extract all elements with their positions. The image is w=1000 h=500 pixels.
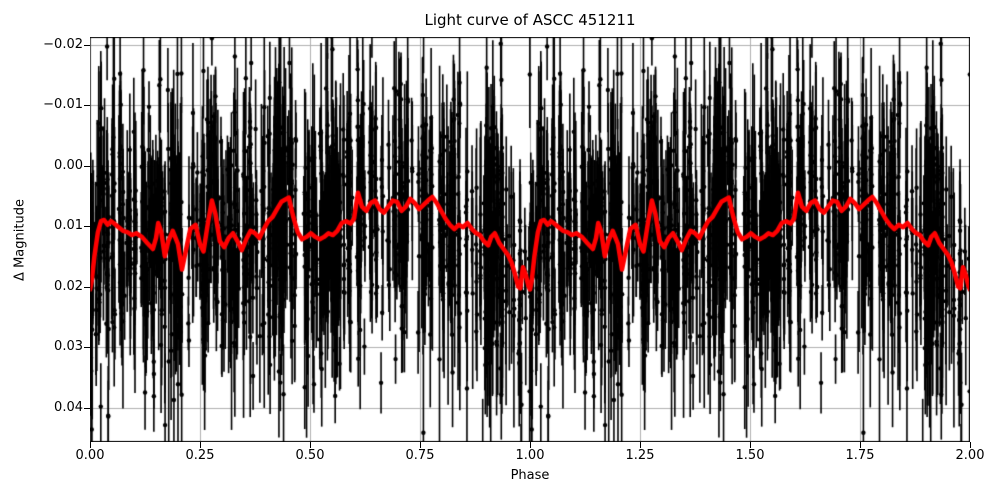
x-tick-label: 1.00 <box>515 448 545 463</box>
y-tick-mark <box>84 408 90 409</box>
y-tick-label: 0.03 <box>54 339 83 354</box>
x-tick-label: 0.50 <box>295 448 325 463</box>
x-tick-mark <box>90 442 91 448</box>
y-tick-mark <box>84 45 90 46</box>
y-tick-mark <box>84 287 90 288</box>
x-tick-mark <box>860 442 861 448</box>
y-tick-label: 0.02 <box>54 279 83 294</box>
plot-area <box>90 37 970 442</box>
x-tick-label: 0.75 <box>405 448 435 463</box>
y-tick-mark <box>84 347 90 348</box>
x-tick-label: 1.50 <box>735 448 765 463</box>
chart-title: Light curve of ASCC 451211 <box>424 11 636 29</box>
x-axis-label: Phase <box>510 468 550 483</box>
x-tick-label: 0.00 <box>75 448 105 463</box>
x-tick-mark <box>750 442 751 448</box>
y-tick-mark <box>84 166 90 167</box>
x-tick-label: 1.25 <box>625 448 655 463</box>
y-tick-label: 0.00 <box>54 158 83 173</box>
x-tick-mark <box>530 442 531 448</box>
x-tick-mark <box>310 442 311 448</box>
y-tick-mark <box>84 226 90 227</box>
y-tick-label: 0.04 <box>54 400 83 415</box>
x-tick-mark <box>640 442 641 448</box>
x-tick-label: 1.75 <box>845 448 875 463</box>
y-tick-label: 0.01 <box>54 218 83 233</box>
y-tick-mark <box>84 105 90 106</box>
x-tick-label: 2.00 <box>955 448 985 463</box>
x-tick-mark <box>420 442 421 448</box>
y-tick-label: −0.01 <box>43 97 83 112</box>
plot-canvas <box>90 37 970 442</box>
y-axis-label: Δ Magnitude <box>12 199 28 281</box>
x-tick-label: 0.25 <box>185 448 215 463</box>
x-tick-mark <box>970 442 971 448</box>
y-tick-label: −0.02 <box>43 37 83 52</box>
x-tick-mark <box>200 442 201 448</box>
